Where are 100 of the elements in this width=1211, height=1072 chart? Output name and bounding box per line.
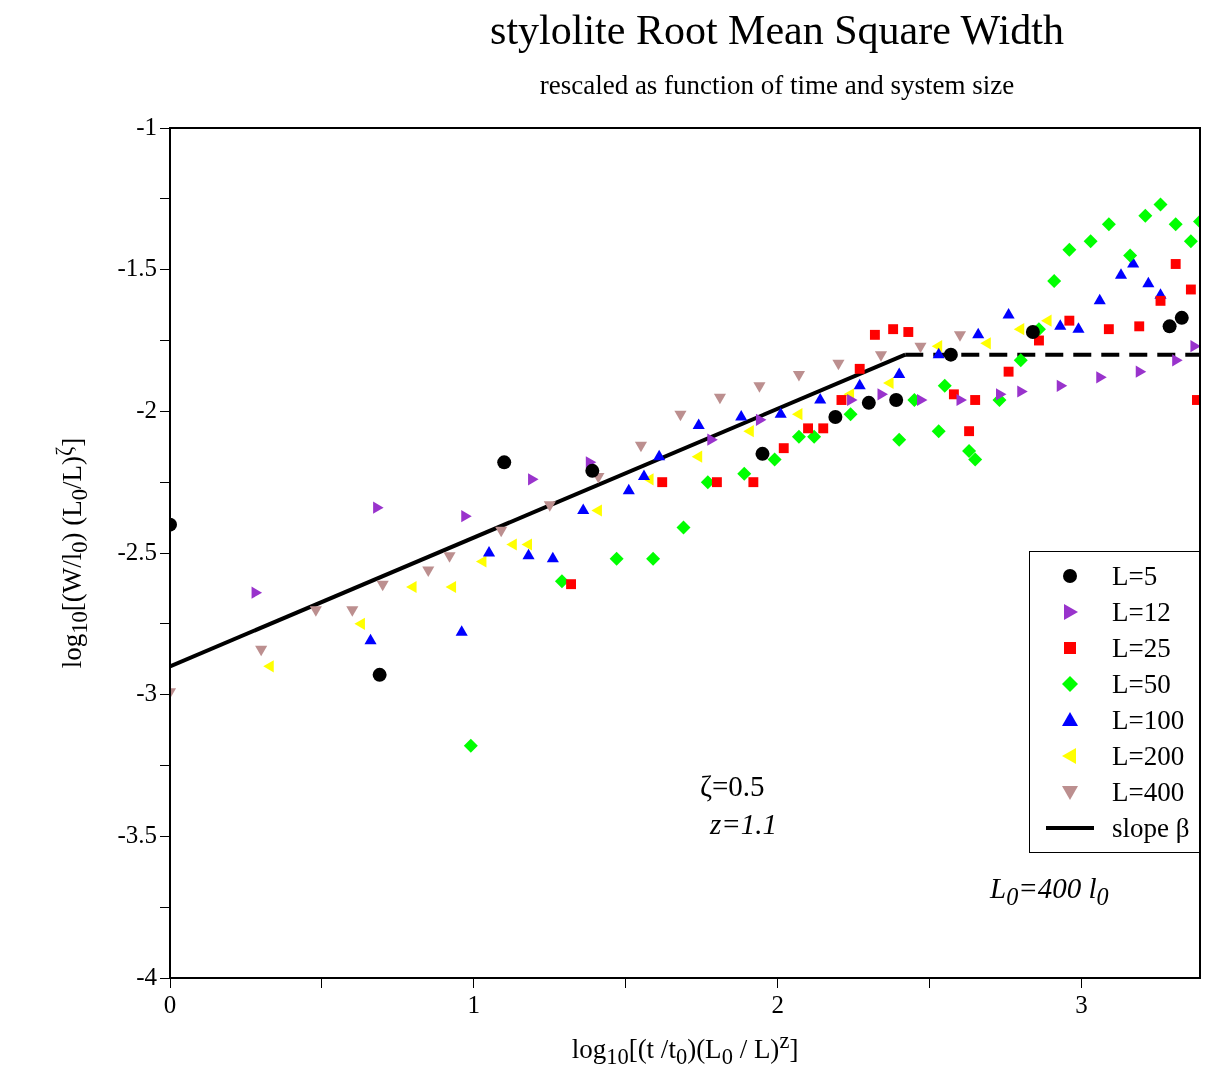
point [968,452,983,467]
legend-label: slope β [1112,812,1190,844]
y-tick-label: -2 [136,395,157,423]
point [814,393,827,404]
point [691,450,703,463]
point [1135,365,1147,378]
point [1013,353,1028,368]
point [995,388,1007,401]
annotation: L$_{0}$=400 l$_{0}$ [990,872,1109,911]
point [1093,293,1106,305]
point [1003,366,1014,377]
point [1127,257,1140,268]
point [1072,322,1085,333]
text: log$_{10}$[(t /t$_{0}$)(L$_{0}$ / L)$^{z}$] [571,1028,799,1070]
point [836,395,847,405]
legend-label: L=12 [1112,596,1171,628]
point [463,738,478,753]
point [869,329,880,340]
point [609,551,624,566]
point [818,423,829,434]
point [497,455,512,470]
point [791,429,806,444]
point [1174,310,1189,325]
legend-label: L=200 [1112,740,1185,772]
point [406,580,417,594]
y-tick-label: -3 [136,679,157,707]
point [521,538,533,551]
legend-label: L=25 [1112,632,1171,664]
point [892,432,907,447]
point [495,526,508,538]
point [674,410,687,422]
point [753,382,766,393]
point [774,407,787,418]
point [1041,314,1052,327]
point [854,363,865,374]
point [916,393,928,407]
point [566,579,577,590]
point [1138,208,1153,223]
point [634,441,648,453]
point [1064,315,1075,326]
point [713,393,726,405]
point [877,388,888,401]
point [767,452,782,467]
point [980,337,991,350]
point [554,574,569,589]
point [1002,308,1015,319]
point [309,606,322,617]
point [914,342,927,354]
point [931,424,946,439]
point [646,551,661,566]
point [1134,321,1145,332]
point [972,327,985,339]
chart-title: stylolite Root Mean Square Width [490,6,1064,54]
point [443,552,456,563]
point [874,351,888,362]
point [707,433,718,446]
point [778,443,789,454]
point [622,483,635,495]
point [847,393,858,407]
point [943,347,958,362]
point [1183,234,1198,249]
point [676,520,691,535]
point [903,327,914,337]
point [1123,248,1138,263]
point [889,393,904,407]
point [755,413,767,426]
point [1096,371,1107,384]
point [807,429,822,444]
point [543,501,556,512]
point [953,331,967,342]
point [888,324,899,335]
point [422,566,435,577]
point [1190,340,1200,353]
point [893,367,906,378]
point [346,606,359,617]
x-tick-label: 3 [1075,990,1088,1018]
point [1025,325,1040,339]
point [445,580,457,594]
point [883,376,894,390]
point [832,359,845,371]
point [828,410,843,424]
point [1047,274,1062,288]
point [354,617,365,630]
x-tick-label: 0 [163,990,177,1018]
point [737,466,752,481]
point [1155,295,1166,306]
point [962,444,977,458]
point [376,580,389,592]
point [657,477,668,488]
y-tick-label: -3.5 [117,820,157,848]
point [263,660,274,673]
point [711,477,722,488]
y-tick-label: -4 [136,962,158,990]
point [932,347,945,359]
point [653,449,666,461]
annotation: ζ=0.5 [700,770,765,803]
point [1056,379,1068,392]
point [1114,268,1128,279]
point [791,408,803,421]
point [1101,217,1116,232]
